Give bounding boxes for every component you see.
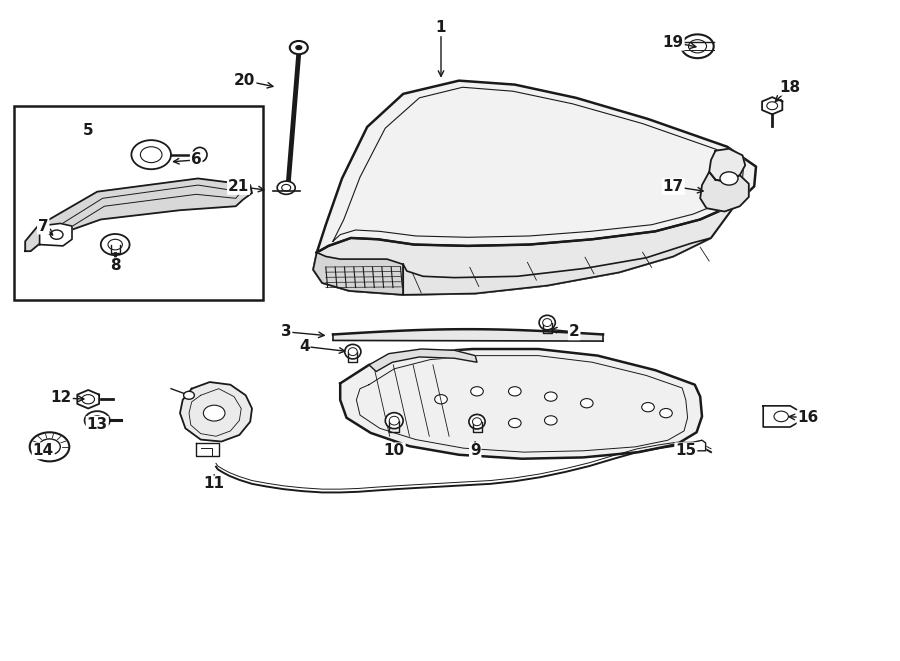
Text: 19: 19 [662, 35, 684, 50]
Polygon shape [690, 440, 706, 451]
Circle shape [85, 411, 110, 430]
Text: 21: 21 [228, 179, 249, 194]
Text: 20: 20 [234, 73, 256, 88]
Text: 2: 2 [569, 325, 580, 339]
Text: 11: 11 [203, 477, 225, 491]
Circle shape [680, 443, 691, 451]
Polygon shape [762, 97, 782, 114]
Ellipse shape [469, 414, 485, 429]
Polygon shape [403, 238, 711, 295]
Polygon shape [369, 349, 477, 371]
Text: 12: 12 [50, 391, 72, 405]
Circle shape [471, 387, 483, 396]
Circle shape [435, 395, 447, 404]
Polygon shape [709, 149, 745, 182]
Text: 16: 16 [797, 410, 819, 425]
Ellipse shape [543, 319, 552, 327]
Text: 5: 5 [83, 124, 94, 138]
Polygon shape [340, 349, 702, 459]
Circle shape [82, 395, 94, 404]
Circle shape [50, 230, 63, 239]
Ellipse shape [539, 315, 555, 330]
Text: 17: 17 [662, 179, 684, 194]
Circle shape [101, 234, 130, 255]
Circle shape [642, 403, 654, 412]
Circle shape [184, 391, 194, 399]
Polygon shape [180, 382, 252, 442]
Ellipse shape [348, 348, 357, 356]
Circle shape [140, 147, 162, 163]
Polygon shape [313, 253, 403, 295]
Circle shape [203, 405, 225, 421]
Ellipse shape [193, 147, 207, 162]
Circle shape [508, 387, 521, 396]
Circle shape [767, 102, 778, 110]
Ellipse shape [389, 416, 399, 425]
Circle shape [131, 140, 171, 169]
Text: 1: 1 [436, 20, 446, 35]
Text: 4: 4 [299, 339, 310, 354]
Text: 15: 15 [675, 444, 697, 458]
Circle shape [720, 172, 738, 185]
Circle shape [277, 181, 295, 194]
Circle shape [471, 414, 483, 424]
Circle shape [688, 40, 706, 53]
Polygon shape [25, 178, 252, 251]
Circle shape [508, 418, 521, 428]
Polygon shape [40, 223, 72, 246]
Polygon shape [313, 204, 736, 295]
Circle shape [774, 411, 788, 422]
Circle shape [91, 416, 104, 425]
Text: 6: 6 [191, 153, 202, 167]
Circle shape [282, 184, 291, 191]
Circle shape [39, 439, 60, 455]
Text: 8: 8 [110, 258, 121, 273]
Text: 3: 3 [281, 325, 292, 339]
Circle shape [290, 41, 308, 54]
Polygon shape [317, 81, 756, 253]
Text: 7: 7 [38, 219, 49, 233]
Circle shape [30, 432, 69, 461]
Circle shape [580, 399, 593, 408]
Ellipse shape [472, 418, 482, 426]
Text: 14: 14 [32, 444, 54, 458]
FancyBboxPatch shape [14, 106, 263, 300]
Polygon shape [763, 406, 799, 427]
Ellipse shape [345, 344, 361, 359]
Polygon shape [196, 443, 219, 456]
Text: 18: 18 [779, 80, 801, 95]
Text: 10: 10 [383, 444, 405, 458]
Circle shape [295, 45, 302, 50]
Circle shape [681, 34, 714, 58]
Text: 13: 13 [86, 417, 108, 432]
Polygon shape [77, 390, 99, 408]
Text: 9: 9 [470, 444, 481, 458]
Circle shape [544, 416, 557, 425]
Polygon shape [700, 172, 749, 212]
Circle shape [544, 392, 557, 401]
Circle shape [108, 239, 122, 250]
Circle shape [660, 408, 672, 418]
Ellipse shape [385, 412, 403, 429]
